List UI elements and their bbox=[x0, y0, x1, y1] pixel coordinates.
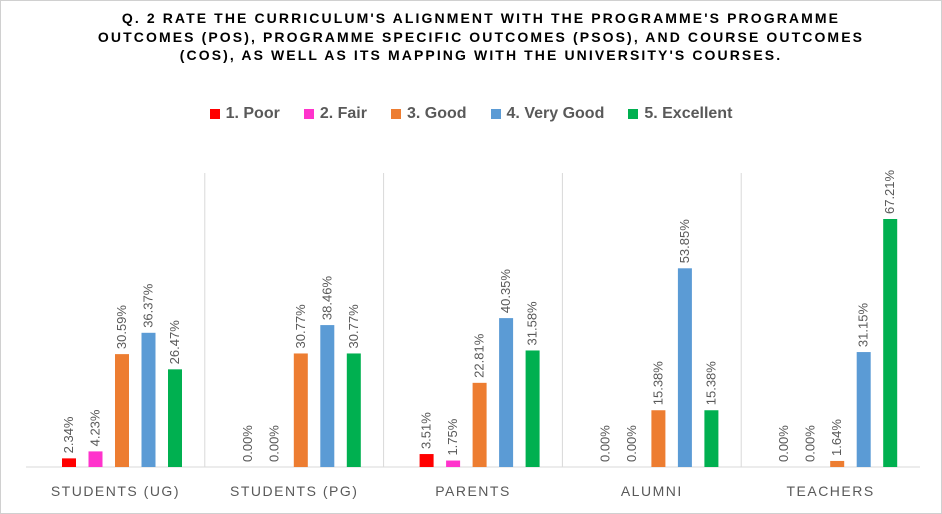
bar bbox=[677, 268, 692, 467]
legend-label: 2. Fair bbox=[319, 105, 367, 122]
data-label: 15.38% bbox=[650, 361, 665, 406]
category-label: PARENTS bbox=[435, 483, 511, 499]
legend-swatch bbox=[490, 109, 501, 119]
data-label: 30.59% bbox=[114, 305, 129, 350]
category-label: STUDENTS (PG) bbox=[230, 483, 358, 499]
legend: 1. Poor 2. Fair 3. Good 4. Very Good 5. Exce… bbox=[1, 103, 941, 125]
bar bbox=[446, 460, 461, 467]
data-label: 53.85% bbox=[677, 219, 692, 264]
data-label: 36.37% bbox=[141, 283, 156, 328]
bar bbox=[830, 460, 845, 467]
data-label: 0.00% bbox=[240, 425, 255, 462]
legend-swatch bbox=[209, 109, 220, 119]
legend-item: 4. Very Good bbox=[490, 103, 605, 125]
legend-item: 1. Poor bbox=[209, 103, 280, 125]
data-label: 4.23% bbox=[88, 409, 103, 446]
legend-label: 5. Excellent bbox=[644, 105, 733, 122]
category-label: ALUMNI bbox=[621, 483, 683, 499]
category-label: TEACHERS bbox=[786, 483, 874, 499]
data-label: 26.47% bbox=[167, 320, 182, 365]
data-label: 0.00% bbox=[597, 425, 612, 462]
bar bbox=[419, 454, 434, 467]
data-label: 2.34% bbox=[61, 416, 76, 453]
data-label: 0.00% bbox=[803, 425, 818, 462]
legend-swatch bbox=[628, 109, 639, 119]
bar bbox=[651, 410, 666, 467]
data-label: 30.77% bbox=[346, 304, 361, 349]
bar bbox=[883, 219, 898, 467]
data-label: 67.21% bbox=[882, 169, 897, 214]
data-label: 1.75% bbox=[445, 418, 460, 455]
bar bbox=[62, 458, 76, 467]
data-label: 15.38% bbox=[703, 361, 718, 406]
bar bbox=[320, 325, 335, 467]
data-label: 1.64% bbox=[829, 419, 844, 456]
legend-swatch bbox=[390, 109, 401, 119]
data-label: 0.00% bbox=[624, 425, 639, 462]
bar bbox=[115, 354, 129, 467]
bar bbox=[346, 353, 361, 467]
data-label: 30.77% bbox=[293, 304, 308, 349]
data-label: 0.00% bbox=[776, 425, 791, 462]
data-label: 0.00% bbox=[266, 425, 281, 462]
bar bbox=[856, 352, 871, 467]
bar bbox=[168, 369, 182, 467]
bar bbox=[499, 318, 514, 467]
bar bbox=[293, 353, 308, 467]
data-label: 3.51% bbox=[419, 412, 434, 449]
legend-label: 3. Good bbox=[406, 105, 467, 122]
bar bbox=[704, 410, 719, 467]
legend-label: 4. Very Good bbox=[506, 105, 605, 122]
data-label: 22.81% bbox=[472, 333, 487, 378]
legend-item: 3. Good bbox=[390, 103, 467, 125]
bar bbox=[472, 382, 487, 467]
legend-swatch bbox=[303, 109, 314, 119]
data-label: 31.15% bbox=[856, 303, 871, 348]
legend-item: 2. Fair bbox=[303, 103, 367, 125]
category-label: STUDENTS (UG) bbox=[51, 483, 180, 499]
data-label: 38.46% bbox=[319, 276, 334, 321]
legend-label: 1. Poor bbox=[225, 105, 280, 122]
chart-title: Q. 2 RATE THE CURRICULUM'S ALIGNMENT WIT… bbox=[97, 10, 865, 63]
bar bbox=[141, 332, 156, 467]
data-label: 40.35% bbox=[498, 269, 513, 314]
bar bbox=[525, 350, 540, 467]
data-label: 31.58% bbox=[525, 301, 540, 346]
bar bbox=[88, 451, 103, 467]
legend-item: 5. Excellent bbox=[628, 103, 732, 125]
